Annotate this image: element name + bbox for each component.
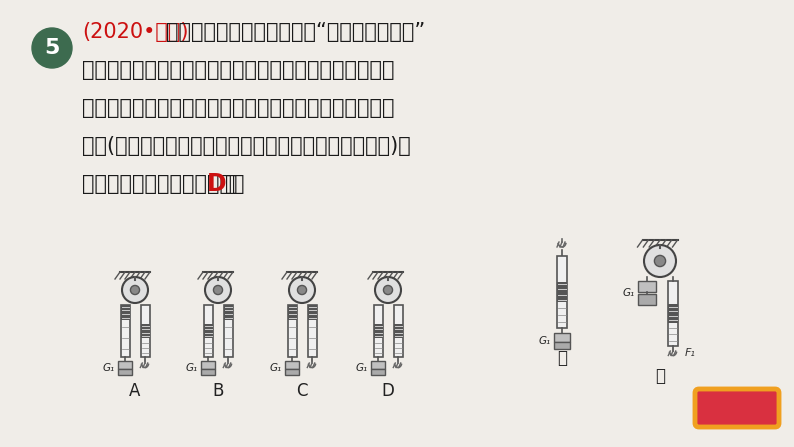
- Bar: [223, 305, 233, 357]
- Bar: [394, 305, 403, 357]
- Text: 5: 5: [44, 38, 60, 58]
- Bar: [287, 305, 296, 357]
- Text: 甲: 甲: [557, 349, 567, 367]
- Bar: [307, 305, 317, 320]
- Bar: [141, 305, 149, 357]
- Bar: [668, 281, 678, 346]
- Bar: [554, 333, 570, 342]
- Bar: [141, 324, 149, 338]
- Bar: [371, 361, 385, 369]
- Bar: [394, 324, 403, 338]
- Text: ）: ）: [225, 174, 237, 194]
- Circle shape: [130, 286, 140, 295]
- Bar: [285, 369, 299, 375]
- Bar: [638, 281, 656, 292]
- Text: G₁: G₁: [539, 336, 551, 346]
- Circle shape: [289, 277, 315, 303]
- Bar: [118, 369, 132, 375]
- FancyBboxPatch shape: [695, 389, 779, 427]
- Bar: [373, 305, 383, 357]
- Bar: [287, 305, 296, 320]
- Text: D: D: [207, 172, 226, 196]
- Bar: [638, 294, 656, 305]
- Circle shape: [32, 28, 72, 68]
- Text: G₁: G₁: [270, 363, 282, 373]
- Bar: [201, 369, 215, 375]
- Text: G₁: G₁: [356, 363, 368, 373]
- Circle shape: [654, 255, 665, 266]
- Text: C: C: [296, 382, 308, 400]
- Circle shape: [644, 245, 676, 277]
- Text: 下列四套装置中能实现的是（: 下列四套装置中能实现的是（: [82, 174, 245, 194]
- Bar: [557, 256, 567, 328]
- Text: 这一结论。小敏想通过一次实验既得出结论，又能直接显: 这一结论。小敏想通过一次实验既得出结论，又能直接显: [82, 60, 395, 80]
- Bar: [307, 305, 317, 357]
- Bar: [201, 361, 215, 369]
- Bar: [371, 369, 385, 375]
- Circle shape: [298, 286, 306, 295]
- Text: F₁: F₁: [685, 348, 696, 358]
- Bar: [223, 305, 233, 320]
- Text: G₁: G₁: [622, 288, 635, 298]
- Text: D: D: [382, 382, 395, 400]
- Text: G₁: G₁: [186, 363, 198, 373]
- Text: B: B: [212, 382, 224, 400]
- Circle shape: [214, 286, 222, 295]
- Bar: [203, 305, 213, 357]
- Text: 如图，甲、乙实验可以得出“定滑轮不能省力”: 如图，甲、乙实验可以得出“定滑轮不能省力”: [166, 22, 425, 42]
- Bar: [285, 361, 299, 369]
- Circle shape: [384, 286, 392, 295]
- Bar: [121, 305, 129, 320]
- Text: G₁: G₁: [103, 363, 115, 373]
- Bar: [554, 342, 570, 349]
- Text: 力计(弹簧测力计重力不能忽略、绳和滑轮之间摩擦不计)。: 力计(弹簧测力计重力不能忽略、绳和滑轮之间摩擦不计)。: [82, 136, 410, 156]
- Text: (2020•绍兴): (2020•绍兴): [82, 22, 188, 42]
- Text: A: A: [129, 382, 141, 400]
- Circle shape: [375, 277, 401, 303]
- Circle shape: [122, 277, 148, 303]
- Bar: [121, 305, 129, 357]
- Bar: [118, 361, 132, 369]
- Text: 示出鑶码的重力大小，于是在左侧加上一个相同的弹簧测: 示出鑶码的重力大小，于是在左侧加上一个相同的弹簧测: [82, 98, 395, 118]
- Circle shape: [205, 277, 231, 303]
- Bar: [373, 324, 383, 338]
- Bar: [668, 304, 678, 323]
- Text: 返回: 返回: [727, 399, 747, 417]
- Bar: [203, 324, 213, 338]
- Text: 乙: 乙: [655, 367, 665, 385]
- Bar: [557, 282, 567, 302]
